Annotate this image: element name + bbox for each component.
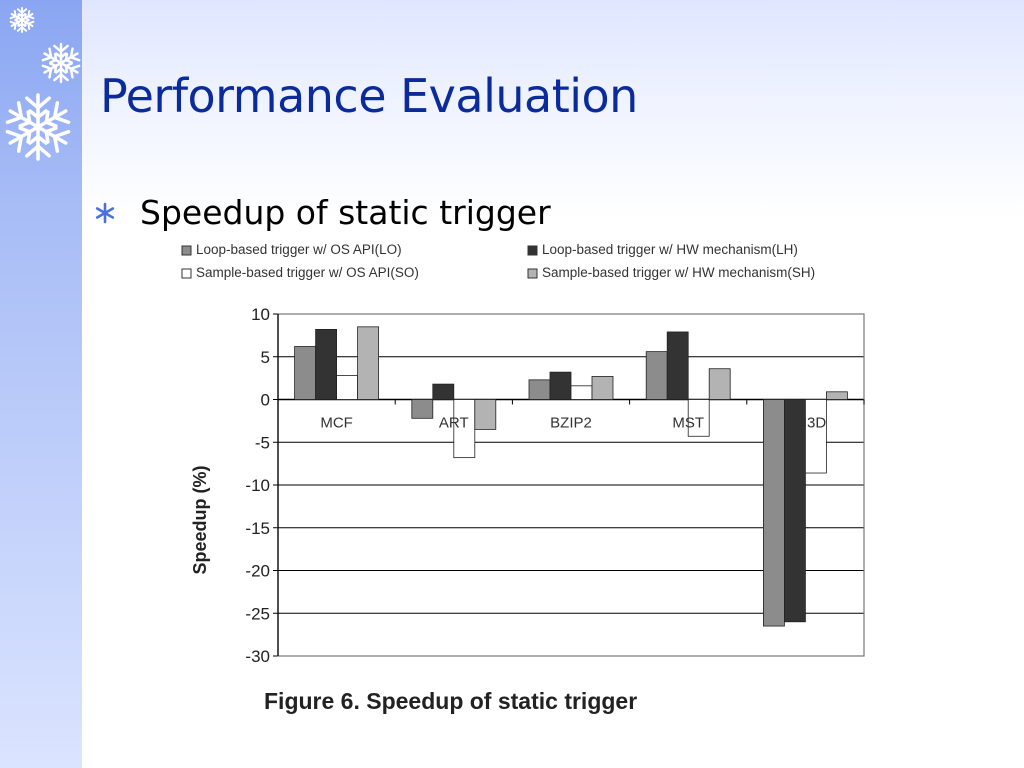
y-tick-label: -30 (245, 647, 270, 666)
y-tick-label: -10 (245, 476, 270, 495)
bar-mst-1 (666, 331, 689, 400)
y-tick-label: 10 (251, 305, 270, 324)
y-tick-label: -20 (245, 562, 270, 581)
bar-em3d-1 (784, 399, 806, 623)
category-label-mst: MST (672, 415, 704, 432)
bar-art-3 (474, 399, 497, 430)
legend-swatch-0 (181, 245, 192, 256)
asterisk-icon (95, 202, 115, 224)
bar-mcf-0 (294, 346, 317, 400)
bar-bzip2-2 (570, 385, 593, 400)
legend-label-0: Loop-based trigger w/ OS API(LO) (196, 242, 402, 257)
bar-mst-0 (645, 351, 668, 400)
bar-chart: Loop-based trigger w/ OS API(LO) Loop-bas… (181, 242, 865, 666)
chart-axes (277, 313, 865, 657)
y-tick-label: -15 (245, 519, 270, 538)
y-tick-label: -25 (245, 604, 270, 623)
bullet-text: Speedup of static trigger (140, 193, 551, 232)
bar-mcf-2 (336, 375, 359, 400)
bar-mst-3 (708, 368, 731, 400)
chart-legend: Loop-based trigger w/ OS API(LO) Loop-bas… (181, 242, 815, 280)
y-tick-label: -5 (255, 433, 270, 452)
category-label-em3d: EM3D (785, 415, 827, 432)
bar-bzip2-3 (591, 376, 614, 400)
snowflake-icon (0, 0, 82, 200)
page-title: Performance Evaluation (100, 69, 638, 123)
legend-label-1: Loop-based trigger w/ HW mechanism(LH) (542, 242, 798, 257)
bar-em3d-0 (763, 399, 785, 627)
y-axis-label: Speedup (%) (190, 465, 210, 574)
bar-mcf-1 (315, 328, 338, 400)
legend-swatch-1 (527, 245, 538, 256)
category-labels: MCF ART BZIP2 MST EM3D (320, 415, 826, 432)
bar-em3d-2 (805, 399, 827, 474)
bar-mcf-3 (357, 326, 380, 400)
y-tick-label: 5 (261, 348, 270, 367)
bar-mst-2 (687, 399, 710, 437)
category-label-art: ART (439, 415, 469, 432)
category-label-bzip2: BZIP2 (550, 415, 592, 432)
y-tick-label: 0 (261, 391, 270, 410)
sidebar-decoration (0, 0, 82, 768)
bar-bzip2-0 (528, 379, 551, 400)
figure-caption: Figure 6. Speedup of static trigger (264, 688, 638, 714)
bar-em3d-3 (826, 391, 848, 400)
bar-art-0 (411, 399, 434, 419)
legend-label-2: Sample-based trigger w/ OS API(SO) (196, 265, 419, 280)
legend-swatch-3 (527, 268, 538, 279)
legend-label-3: Sample-based trigger w/ HW mechanism(SH) (542, 265, 815, 280)
legend-swatch-2 (181, 268, 192, 279)
bar-bzip2-1 (549, 371, 572, 400)
chart-bars (294, 326, 848, 627)
bar-art-1 (432, 383, 455, 400)
speedup-figure: Loop-based trigger w/ OS API(LO) Loop-bas… (160, 236, 880, 726)
y-tick-labels: 10 5 0 -5 -10 -15 -20 -25 -30 (245, 305, 270, 666)
category-label-mcf: MCF (320, 415, 353, 432)
